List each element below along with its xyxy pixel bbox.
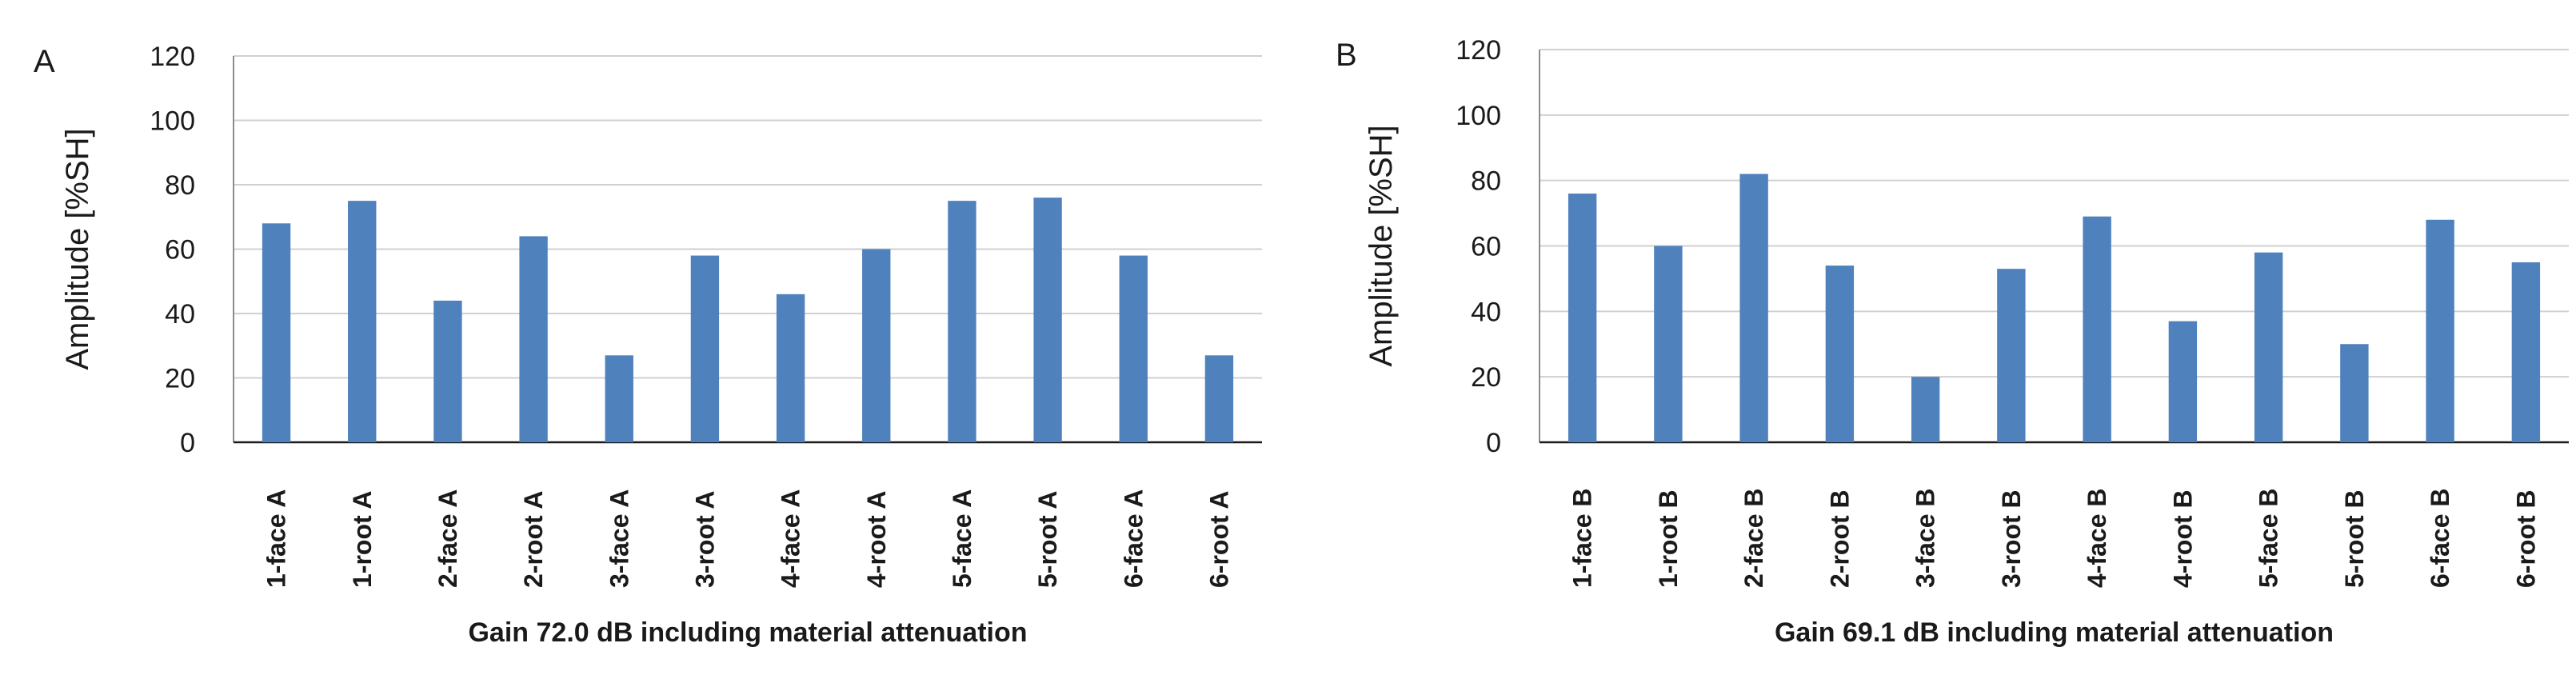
x-tick-label: 6-face B [2426, 489, 2454, 589]
bar [2511, 262, 2541, 442]
bar [1033, 198, 1062, 442]
x-tick-label: 5-face B [2254, 489, 2283, 589]
y-tick-label: 100 [1456, 101, 1501, 131]
x-axis-title: Gain 69.1 dB including material attenuat… [1775, 617, 2334, 648]
x-tick-label: 2-face A [433, 489, 462, 588]
x-tick-label: 4-face B [2083, 489, 2111, 589]
x-tick-label: 1-root A [348, 491, 377, 588]
bar [776, 294, 805, 442]
x-tick-label: 2-face B [1739, 489, 1768, 589]
x-tick-label: 3-face A [605, 489, 633, 588]
y-tick-label: 120 [150, 42, 195, 72]
y-tick-label: 100 [150, 106, 195, 137]
y-tick-label: 20 [165, 364, 195, 394]
bar [2340, 344, 2369, 442]
y-axis-title: Amplitude [%SH] [1364, 125, 1399, 366]
x-tick-label: 2-root A [519, 491, 548, 588]
x-tick-label: 2-root B [1825, 489, 1854, 588]
panel-label: B [1336, 38, 1357, 73]
x-tick-label: 3-root B [1997, 489, 2026, 588]
chart-panel-a: A 0 20 40 60 80 100 120 1-face A 1-root A 2-face A… [34, 42, 1262, 648]
y-tick-label: 0 [1486, 428, 1501, 458]
bar [2254, 252, 2283, 442]
y-tick-label: 120 [1456, 35, 1501, 66]
x-tick-label: 4-root B [2168, 489, 2197, 588]
x-tick-label: 5-root B [2340, 489, 2369, 588]
y-tick-label: 40 [165, 299, 195, 330]
x-tick-label: 4-root A [862, 491, 891, 588]
y-tick-label: 80 [1471, 166, 1501, 197]
y-tick-label: 40 [1471, 297, 1501, 327]
x-tick-label: 5-face A [948, 489, 976, 588]
bar [433, 300, 462, 442]
x-tick-label: 1-root B [1654, 489, 1683, 588]
bar [519, 236, 548, 442]
bar [1739, 174, 1768, 442]
chart-panel-b: B 0 20 40 60 80 100 120 1-face B 1-root B 2-face B… [1336, 35, 2569, 648]
x-tick-label: 5-root A [1033, 491, 1062, 588]
y-tick-label: 60 [1471, 232, 1501, 262]
x-tick-label: 1-face B [1568, 489, 1597, 589]
bar [605, 355, 633, 442]
y-axis-title: Amplitude [%SH] [60, 128, 95, 369]
x-tick-label: 6-face A [1119, 489, 1148, 588]
x-tick-label: 3-root A [690, 491, 719, 588]
bar [262, 223, 291, 442]
x-tick-label: 6-root A [1204, 491, 1233, 588]
x-tick-label: 4-face A [777, 489, 805, 588]
x-tick-label: 3-face B [1911, 489, 1940, 589]
bar [348, 201, 377, 442]
bar [1825, 266, 1855, 442]
bar [2426, 219, 2454, 442]
y-tick-label: 0 [180, 428, 195, 458]
bar [690, 255, 720, 442]
bar [1911, 377, 1940, 442]
y-tick-label: 80 [165, 170, 195, 201]
bar [2168, 321, 2198, 442]
bar [862, 249, 891, 442]
bar [1997, 269, 2026, 442]
y-tick-label: 60 [165, 235, 195, 266]
bar [1654, 246, 1683, 442]
x-axis-title: Gain 72.0 dB including material attenuat… [468, 617, 1027, 648]
panel-label: A [34, 44, 55, 79]
bar [2083, 216, 2111, 442]
y-tick-label: 20 [1471, 362, 1501, 393]
bar [948, 201, 976, 442]
bar [1119, 255, 1148, 442]
bar [1204, 355, 1234, 442]
x-tick-label: 1-face A [262, 489, 291, 588]
bar [1568, 194, 1597, 443]
x-tick-label: 6-root B [2511, 489, 2540, 588]
